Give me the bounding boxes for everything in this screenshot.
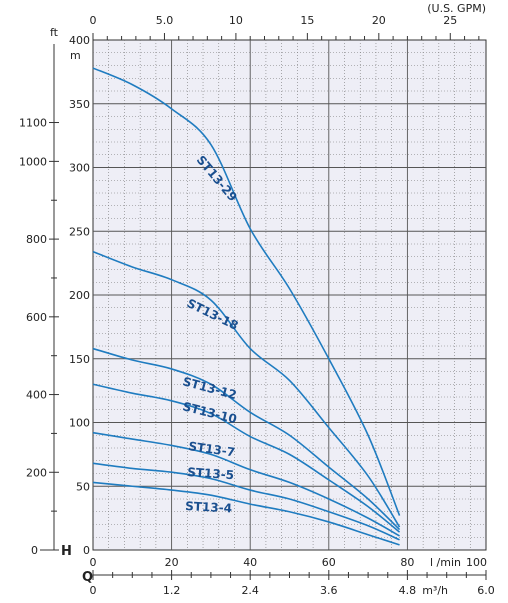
x-tick-label-m3h: 2.4 (241, 584, 259, 597)
y-tick-label-ft: 0 (31, 544, 38, 557)
x-tick-label-lpm: 60 (322, 556, 336, 569)
x-tick-label-lpm: 40 (243, 556, 257, 569)
x-tick-label-m3h: 1.2 (163, 584, 181, 597)
y-axis-symbol-h: H (61, 544, 72, 559)
series-line-ST13-18 (92, 250, 401, 528)
y-tick-label-m: 250 (69, 225, 90, 238)
x-tick-label-lpm: 80 (400, 556, 414, 569)
series-label-ST13-4: ST13-4 (185, 499, 233, 515)
series-line-ST13-29 (92, 67, 401, 516)
y-tick-label-m: 400 (69, 34, 90, 47)
x-tick-label-m3h: 3.6 (320, 584, 338, 597)
y-tick-label-m: 100 (69, 417, 90, 430)
series-label-ST13-7: ST13-7 (188, 439, 236, 459)
x-tick-label-gpm: 25 (443, 14, 457, 27)
y-tick-label-ft: 1000 (19, 155, 47, 168)
y-tick-label-ft: 400 (26, 389, 47, 402)
x-tick-label-gpm: 15 (300, 14, 314, 27)
x-tick-label-lpm: 20 (165, 556, 179, 569)
x-tick-label-lpm: 100 (466, 556, 487, 569)
series-line-ST13-10 (92, 383, 401, 533)
y-tick-label-ft: 200 (26, 466, 47, 479)
y-tick-label-m: 350 (69, 98, 90, 111)
x-tick-label-gpm: 5.0 (156, 14, 174, 27)
y-unit-ft: ft (50, 26, 59, 39)
series-label-ST13-5: ST13-5 (187, 465, 235, 482)
y-tick-label-ft: 1100 (19, 117, 47, 130)
x-tick-label-m3h: 6.0 (477, 584, 495, 597)
y-tick-label-ft: 600 (26, 311, 47, 324)
series-line-ST13-7 (92, 431, 400, 537)
series-line-ST13-4 (92, 481, 400, 546)
y-tick-label-m: 150 (69, 353, 90, 366)
x-tick-label-gpm: 20 (372, 14, 386, 27)
y-tick-label-m: 200 (69, 289, 90, 302)
x-unit-gpm: (U.S. GPM) (427, 2, 486, 15)
series-line-ST13-12 (92, 347, 401, 531)
x-unit-m3h: m³/h (422, 584, 448, 597)
x-tick-label-m3h: 4.8 (399, 584, 417, 597)
y-tick-label-m: 300 (69, 162, 90, 175)
x-axis-symbol-q: Q (82, 570, 93, 585)
x-unit-lpm: l /min (430, 556, 461, 569)
y-unit-m: m (70, 49, 81, 62)
y-tick-label-ft: 800 (26, 233, 47, 246)
x-tick-label-m3h: 0 (90, 584, 97, 597)
x-tick-label-gpm: 10 (229, 14, 243, 27)
x-tick-label-gpm: 0 (90, 14, 97, 27)
y-tick-label-m: 0 (83, 544, 90, 557)
x-tick-label-lpm: 0 (90, 556, 97, 569)
y-tick-label-m: 50 (76, 480, 90, 493)
series-line-ST13-5 (92, 462, 400, 541)
